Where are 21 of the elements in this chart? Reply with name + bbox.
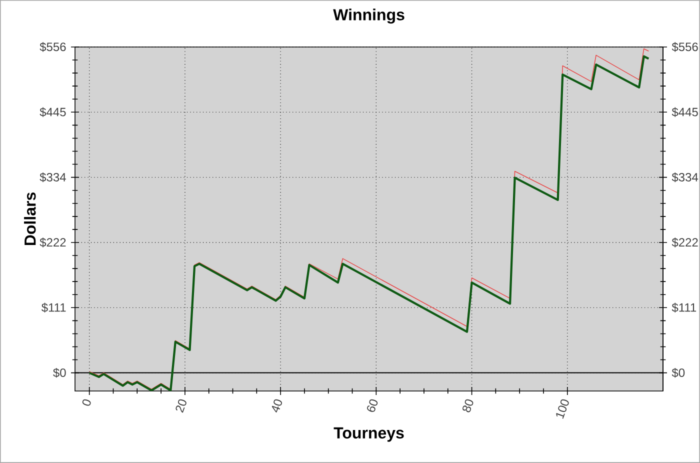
y2-tick-label: $334 xyxy=(672,172,698,182)
y-tick-label: $0 xyxy=(53,368,66,378)
y-tick-label: $556 xyxy=(40,42,66,52)
y-tick-label: $334 xyxy=(40,172,66,182)
x-tick-label: 40 xyxy=(272,399,282,412)
y2-tick-label: $0 xyxy=(672,368,685,378)
x-axis-title: Tourneys xyxy=(334,427,404,442)
y2-tick-label: $111 xyxy=(672,302,696,313)
y-tick-label: $222 xyxy=(40,238,66,248)
y2-tick-label: $556 xyxy=(672,42,698,52)
y-tick-label: $111 xyxy=(42,302,66,313)
y2-tick-label: $222 xyxy=(672,238,698,248)
x-tick-label: 20 xyxy=(176,399,186,413)
x-tick-label: 0 xyxy=(82,399,91,406)
x-tick-label: 80 xyxy=(462,399,474,412)
x-tick-label: 60 xyxy=(367,399,378,412)
chart-title: Winnings xyxy=(333,8,404,24)
y2-tick-label: $445 xyxy=(672,107,698,118)
x-tick-label: 100 xyxy=(556,399,569,419)
y-axis-title: Dollars xyxy=(24,192,36,246)
y-tick-label: $445 xyxy=(40,107,66,118)
